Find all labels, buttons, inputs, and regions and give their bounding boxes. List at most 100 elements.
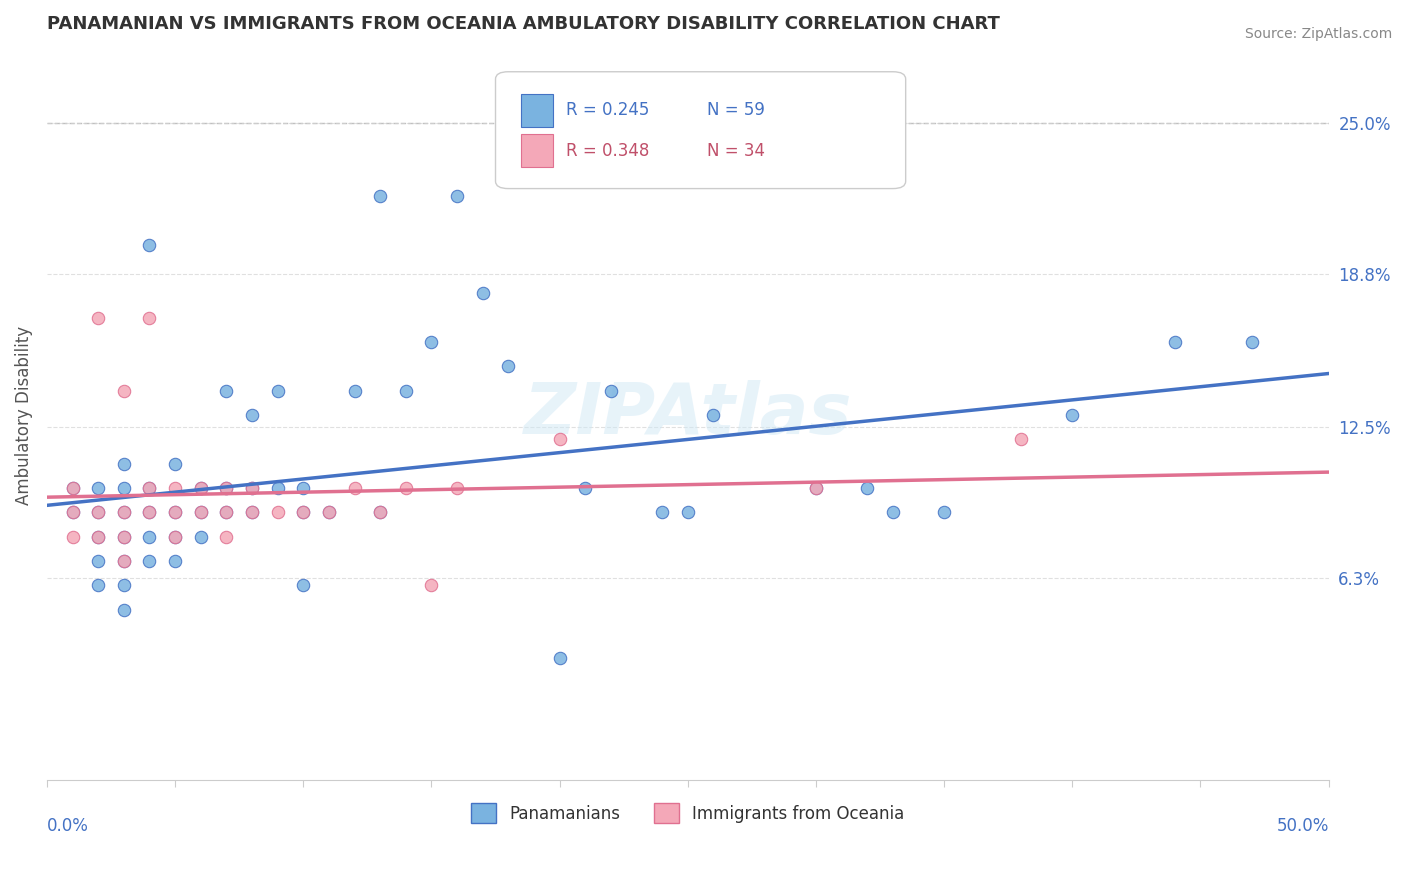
Point xyxy=(215,530,238,544)
Point xyxy=(266,384,288,398)
Point xyxy=(882,505,904,519)
Point xyxy=(240,481,263,495)
Point xyxy=(215,384,238,398)
Point xyxy=(138,481,160,495)
Point xyxy=(87,481,110,495)
Point xyxy=(343,384,366,398)
Point xyxy=(1010,432,1032,446)
Point xyxy=(1062,408,1084,422)
Point xyxy=(112,578,135,592)
Point xyxy=(240,481,263,495)
Point xyxy=(112,505,135,519)
Point xyxy=(190,530,212,544)
Point xyxy=(138,530,160,544)
Point xyxy=(62,530,84,544)
Text: 0.0%: 0.0% xyxy=(46,816,89,835)
Point xyxy=(932,505,955,519)
Point xyxy=(87,530,110,544)
Point xyxy=(292,578,315,592)
Point xyxy=(599,384,621,398)
Point xyxy=(112,505,135,519)
Point xyxy=(112,554,135,568)
Point xyxy=(87,505,110,519)
Point xyxy=(138,481,160,495)
Point xyxy=(138,554,160,568)
Point xyxy=(112,481,135,495)
Point xyxy=(548,651,571,665)
Point xyxy=(368,505,391,519)
Point xyxy=(62,481,84,495)
Point xyxy=(446,189,468,203)
Point xyxy=(498,359,520,374)
Point xyxy=(471,286,494,301)
Point xyxy=(62,505,84,519)
Point xyxy=(165,481,187,495)
Point xyxy=(292,505,315,519)
Point xyxy=(165,530,187,544)
Point xyxy=(548,432,571,446)
Text: 50.0%: 50.0% xyxy=(1277,816,1329,835)
Point xyxy=(240,505,263,519)
Point xyxy=(215,481,238,495)
Point xyxy=(165,505,187,519)
Point xyxy=(574,481,596,495)
Point xyxy=(87,310,110,325)
Text: N = 59: N = 59 xyxy=(707,102,765,120)
Point xyxy=(446,481,468,495)
Point xyxy=(368,189,391,203)
Point xyxy=(240,408,263,422)
Point xyxy=(165,530,187,544)
Point xyxy=(676,505,699,519)
Point xyxy=(1164,334,1187,349)
Point xyxy=(266,481,288,495)
FancyBboxPatch shape xyxy=(495,71,905,188)
Point xyxy=(138,237,160,252)
Point xyxy=(395,481,418,495)
Point xyxy=(420,334,443,349)
Point xyxy=(804,481,827,495)
Point xyxy=(240,505,263,519)
Point xyxy=(62,481,84,495)
Point xyxy=(87,554,110,568)
Point xyxy=(292,505,315,519)
Point xyxy=(318,505,340,519)
Point xyxy=(138,310,160,325)
Point xyxy=(804,481,827,495)
Point xyxy=(1240,334,1263,349)
Point xyxy=(112,530,135,544)
Legend: Panamanians, Immigrants from Oceania: Panamanians, Immigrants from Oceania xyxy=(464,797,911,830)
Point xyxy=(138,505,160,519)
Point xyxy=(292,481,315,495)
Point xyxy=(190,505,212,519)
Point xyxy=(215,505,238,519)
Point xyxy=(318,505,340,519)
Point xyxy=(215,505,238,519)
Point xyxy=(190,481,212,495)
Point xyxy=(215,481,238,495)
Point xyxy=(856,481,879,495)
Text: ZIPAtlas: ZIPAtlas xyxy=(523,381,852,450)
FancyBboxPatch shape xyxy=(522,94,553,127)
Point xyxy=(395,384,418,398)
Point xyxy=(112,602,135,616)
Point xyxy=(651,505,673,519)
Point xyxy=(165,505,187,519)
Point xyxy=(87,578,110,592)
Point xyxy=(112,554,135,568)
Text: Source: ZipAtlas.com: Source: ZipAtlas.com xyxy=(1244,27,1392,41)
Point xyxy=(87,530,110,544)
Point xyxy=(62,505,84,519)
Y-axis label: Ambulatory Disability: Ambulatory Disability xyxy=(15,326,32,505)
Point xyxy=(87,505,110,519)
Point xyxy=(190,505,212,519)
Point xyxy=(112,530,135,544)
Text: R = 0.245: R = 0.245 xyxy=(567,102,650,120)
Point xyxy=(165,457,187,471)
Point xyxy=(343,481,366,495)
Point xyxy=(112,384,135,398)
Point xyxy=(266,505,288,519)
Point xyxy=(112,457,135,471)
Point xyxy=(420,578,443,592)
Text: PANAMANIAN VS IMMIGRANTS FROM OCEANIA AMBULATORY DISABILITY CORRELATION CHART: PANAMANIAN VS IMMIGRANTS FROM OCEANIA AM… xyxy=(46,15,1000,33)
Point xyxy=(368,505,391,519)
